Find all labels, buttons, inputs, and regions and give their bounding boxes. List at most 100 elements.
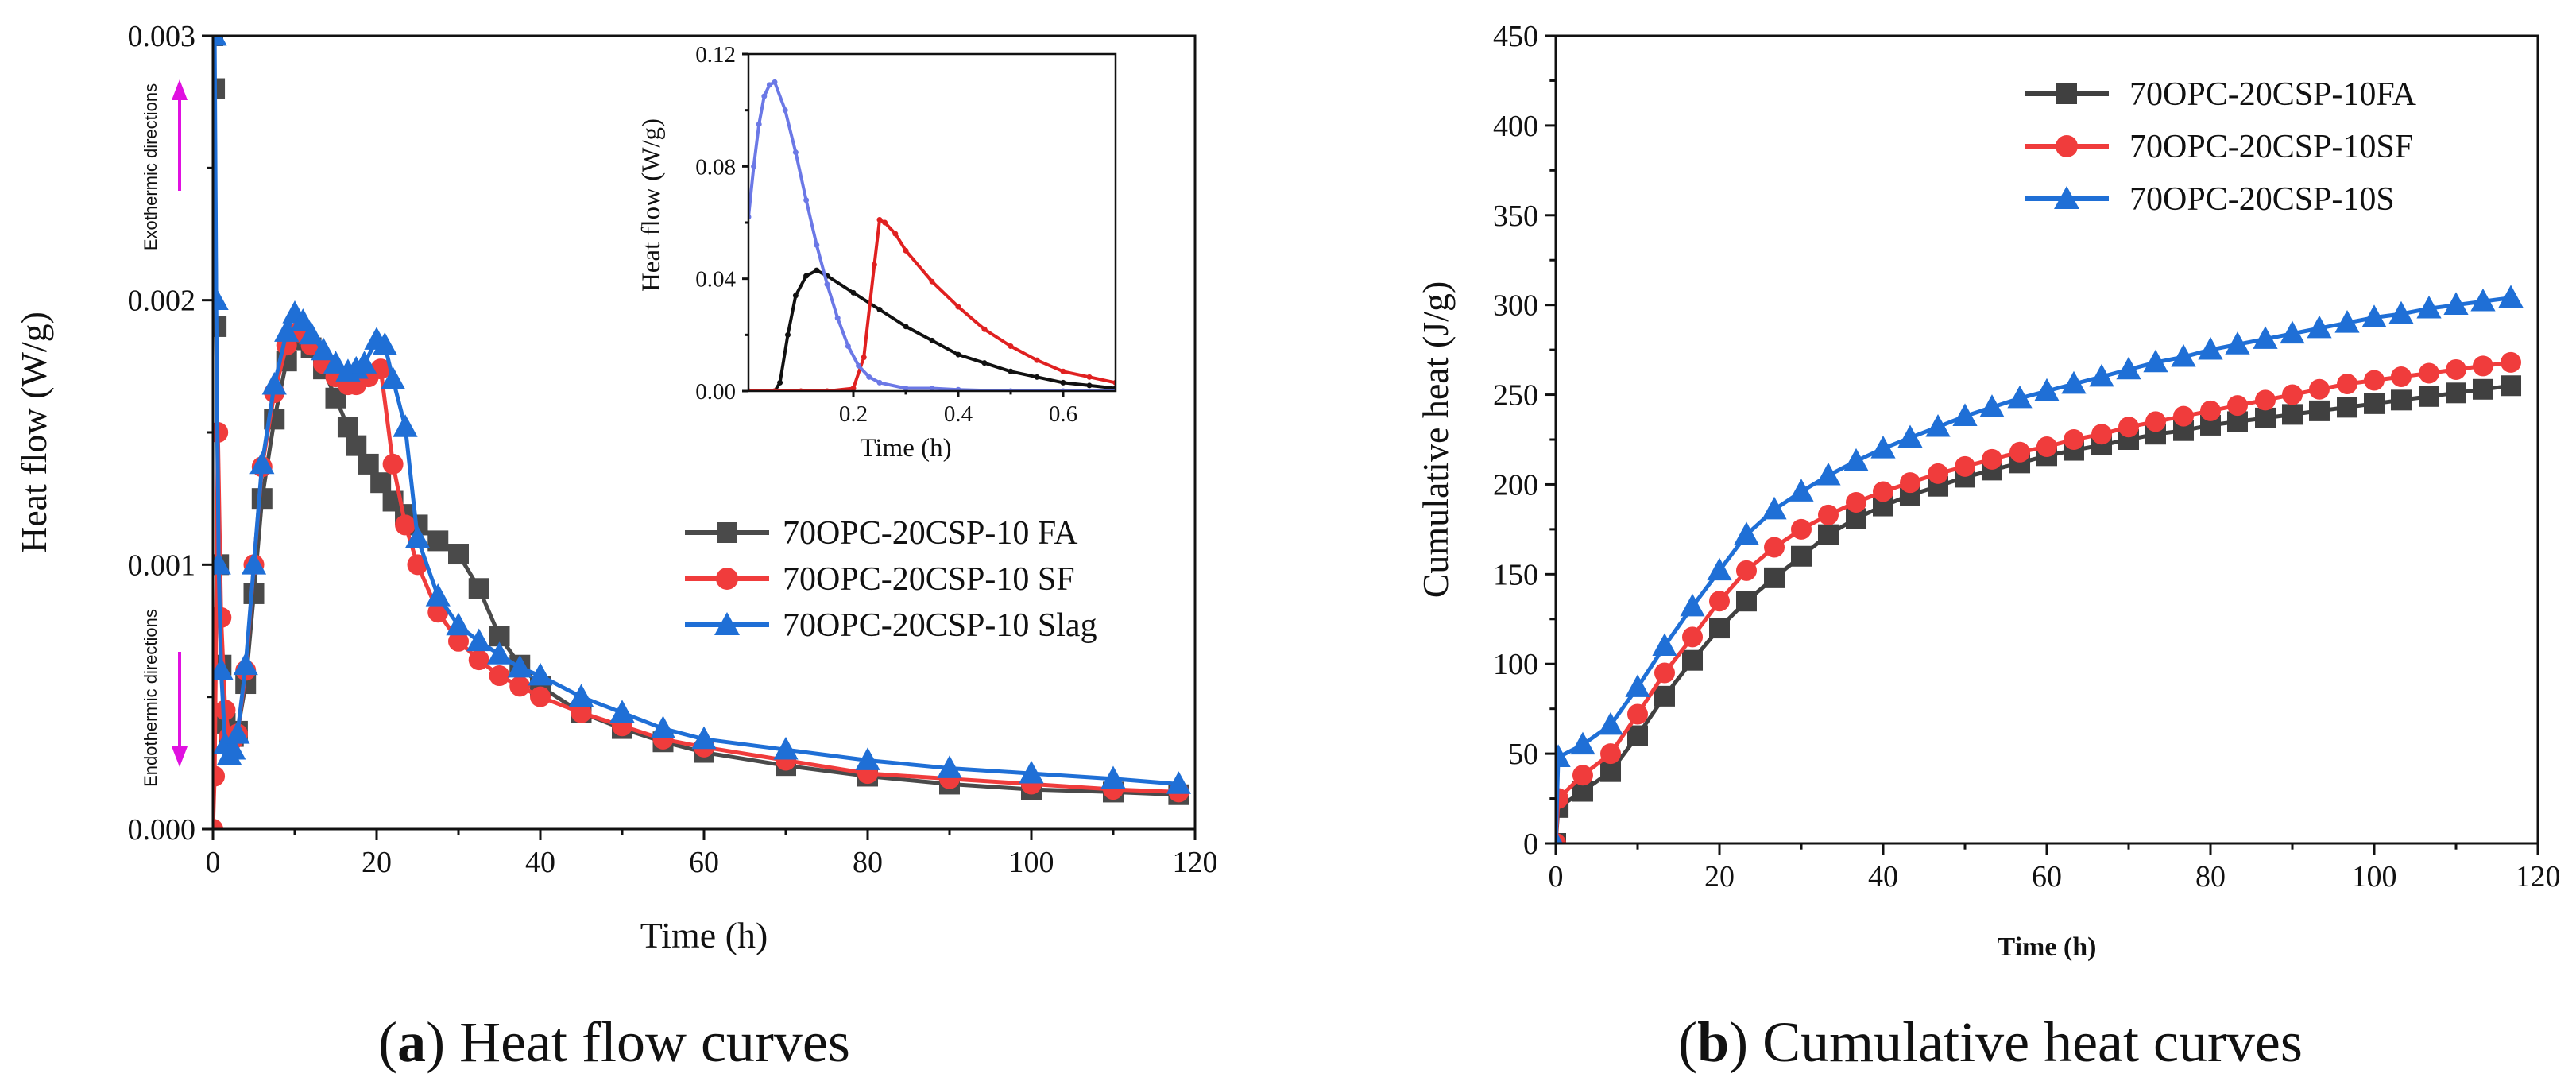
panel-a-caption-letter: a	[397, 1010, 426, 1074]
a-y-tick-label: 0.000	[128, 813, 196, 847]
b-series-2-point	[2498, 285, 2524, 308]
inset-series-2-point	[903, 385, 909, 391]
panel-a-series-group	[213, 36, 1191, 829]
b-series-0-point	[1817, 524, 1839, 545]
inset-series-group	[748, 79, 1116, 391]
inset-y-tick-label: 0.08	[695, 154, 736, 180]
inset-series-2-point	[866, 374, 872, 380]
b-series-1-point	[2337, 374, 2358, 395]
a-y-tick-label: 0.002	[128, 285, 196, 318]
inset-series-2-point	[782, 107, 788, 114]
b-series-clip	[1556, 285, 2524, 843]
b-series-0-point	[2308, 400, 2330, 421]
a-series-2-point	[773, 736, 799, 760]
a-series-2-point	[691, 726, 717, 750]
b-series-2-point	[2143, 349, 2168, 373]
b-y-tick-label: 450	[1493, 20, 1538, 53]
a-series-2-point	[937, 755, 962, 778]
inset-series-2-point	[792, 149, 799, 156]
inset-series-2-point	[761, 93, 768, 99]
b-series-1-point	[1735, 560, 1757, 581]
a-series-2-point	[249, 451, 275, 475]
a-series-1-point	[489, 665, 510, 687]
a-x-tick-label: 120	[1173, 846, 1218, 879]
b-series-1-point	[2036, 436, 2057, 458]
a-series-2-point	[372, 331, 397, 355]
inset-series-0-point	[903, 324, 909, 330]
a-series-2-point	[486, 641, 512, 665]
inset-series-2-point	[751, 163, 757, 169]
panel-b-ticks: 0 20 40 60 80 100 120 0 50 100 150 200 250 300 350 400 4…	[1493, 20, 2561, 893]
inset-series-1-point	[871, 262, 877, 268]
a-x-tick-label: 100	[1009, 846, 1054, 879]
b-series-2-point	[2361, 304, 2387, 327]
a-series-2-point	[213, 36, 227, 46]
inset-series-1-point	[882, 219, 888, 226]
a-series-2-point	[261, 371, 287, 395]
legend-item-sf: 70OPC-20CSP-10 SF	[685, 561, 1075, 598]
panel-b-legend: 70OPC-20CSP-10FA 70OPC-20CSP-10SF 70OPC-…	[2025, 76, 2417, 218]
b-series-0-point	[1735, 591, 1757, 612]
a-series-2-point	[393, 414, 418, 437]
b-y-tick-label: 350	[1493, 200, 1538, 233]
b-x-tick-label: 0	[1549, 860, 1564, 893]
b-x-tick-label: 40	[1868, 860, 1898, 893]
a-series-2-point	[466, 628, 492, 652]
b-series-1-point	[2501, 351, 2522, 373]
b-series-2-point	[1843, 448, 1869, 471]
inset-series-0-point	[777, 379, 783, 386]
b-series-0-point	[2364, 393, 2385, 414]
a-series-2-point	[446, 612, 471, 636]
inset-series-0-point	[929, 337, 935, 343]
a-series-2-point	[507, 654, 532, 678]
b-series-2-point	[2416, 295, 2442, 319]
b-series-2-point	[2007, 385, 2033, 409]
inset-series-0-point	[955, 351, 961, 358]
inset-series-0-point	[981, 360, 988, 366]
b-series-1-point	[2472, 355, 2493, 377]
b-series-1-point	[1654, 662, 1675, 684]
b-series-1-point	[2419, 362, 2440, 384]
legend-label-slag: 70OPC-20CSP-10 Slag	[783, 607, 1097, 644]
endothermic-label: Endothermic directions	[141, 609, 161, 787]
panel-a-caption-text: Heat flow curves	[445, 1010, 850, 1074]
panel-b-cumulative-heat-chart: 0 20 40 60 80 100 120 0 50 100 150 200 250 300 350 400 4…	[1415, 20, 2561, 1074]
a-series-1-point	[448, 630, 469, 652]
inset-series-1-point	[892, 231, 899, 237]
inset-series-0-point	[1060, 379, 1066, 386]
a-series-1-point	[213, 765, 226, 787]
inset-series-line-2	[748, 80, 1116, 391]
b-series-1-point	[2364, 370, 2385, 391]
a-series-2-point	[323, 351, 349, 374]
inset-series-1-point	[861, 355, 867, 361]
b-series-2-point	[1556, 830, 1563, 843]
a-series-clip	[213, 36, 1191, 829]
inset-x-tick-label: 0.2	[839, 401, 868, 427]
a-series-2-point	[241, 552, 267, 575]
b-series-2-point	[1556, 744, 1571, 767]
a-x-tick-label: 80	[853, 846, 883, 879]
b-x-tick-label: 100	[2352, 860, 2397, 893]
b-series-2-point	[2171, 343, 2196, 367]
inset-series-0-point	[785, 331, 791, 338]
inset-series-0-point	[850, 289, 857, 296]
inset-series-2-point	[845, 343, 851, 349]
exothermic-label: Exothermic directions	[141, 83, 161, 250]
panel-b-x-axis-title: Time (h)	[1998, 932, 2097, 962]
b-series-2-point	[1734, 521, 1759, 545]
a-series-2-point	[213, 552, 231, 575]
b-series-0-point	[2446, 382, 2466, 404]
a-series-2-point	[233, 652, 258, 676]
inset-series-2-point	[766, 82, 772, 88]
inset-series-0-point	[803, 273, 810, 279]
inset-series-clip	[748, 79, 1116, 391]
a-series-0-point	[346, 435, 367, 456]
b-x-tick-label: 60	[2032, 860, 2062, 893]
a-series-0-point	[468, 578, 489, 599]
panel-a-y-axis-title: Heat flow (W/g)	[14, 312, 54, 553]
b-series-2-point	[2116, 356, 2141, 380]
b-series-2-point	[2388, 300, 2414, 324]
b-series-1-point	[1846, 492, 1867, 513]
b-series-2-point	[2061, 370, 2087, 394]
b-series-2-point	[2253, 326, 2278, 349]
